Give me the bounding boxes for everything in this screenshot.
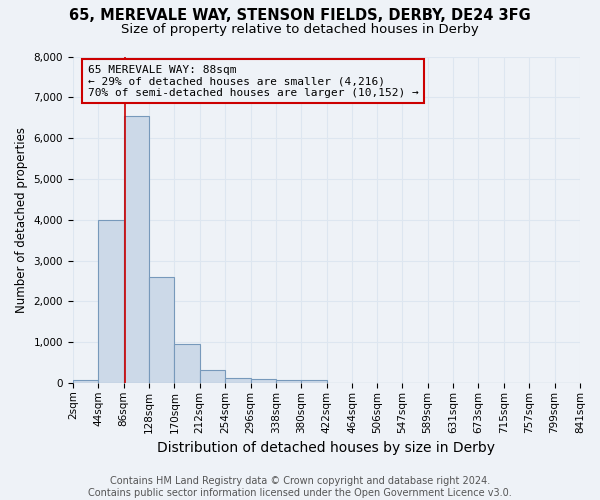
Bar <box>73 380 98 383</box>
X-axis label: Distribution of detached houses by size in Derby: Distribution of detached houses by size … <box>157 441 496 455</box>
Text: 65, MEREVALE WAY, STENSON FIELDS, DERBY, DE24 3FG: 65, MEREVALE WAY, STENSON FIELDS, DERBY,… <box>69 8 531 22</box>
Bar <box>175 344 200 383</box>
Text: Size of property relative to detached houses in Derby: Size of property relative to detached ho… <box>121 22 479 36</box>
Bar <box>98 220 124 383</box>
Bar <box>200 370 225 383</box>
Bar <box>225 378 251 383</box>
Bar <box>301 380 326 383</box>
Bar <box>251 379 276 383</box>
Bar <box>276 380 301 383</box>
Bar <box>149 277 175 383</box>
Text: Contains HM Land Registry data © Crown copyright and database right 2024.
Contai: Contains HM Land Registry data © Crown c… <box>88 476 512 498</box>
Text: 65 MEREVALE WAY: 88sqm
← 29% of detached houses are smaller (4,216)
70% of semi-: 65 MEREVALE WAY: 88sqm ← 29% of detached… <box>88 64 419 98</box>
Y-axis label: Number of detached properties: Number of detached properties <box>15 126 28 312</box>
Bar <box>124 116 149 383</box>
